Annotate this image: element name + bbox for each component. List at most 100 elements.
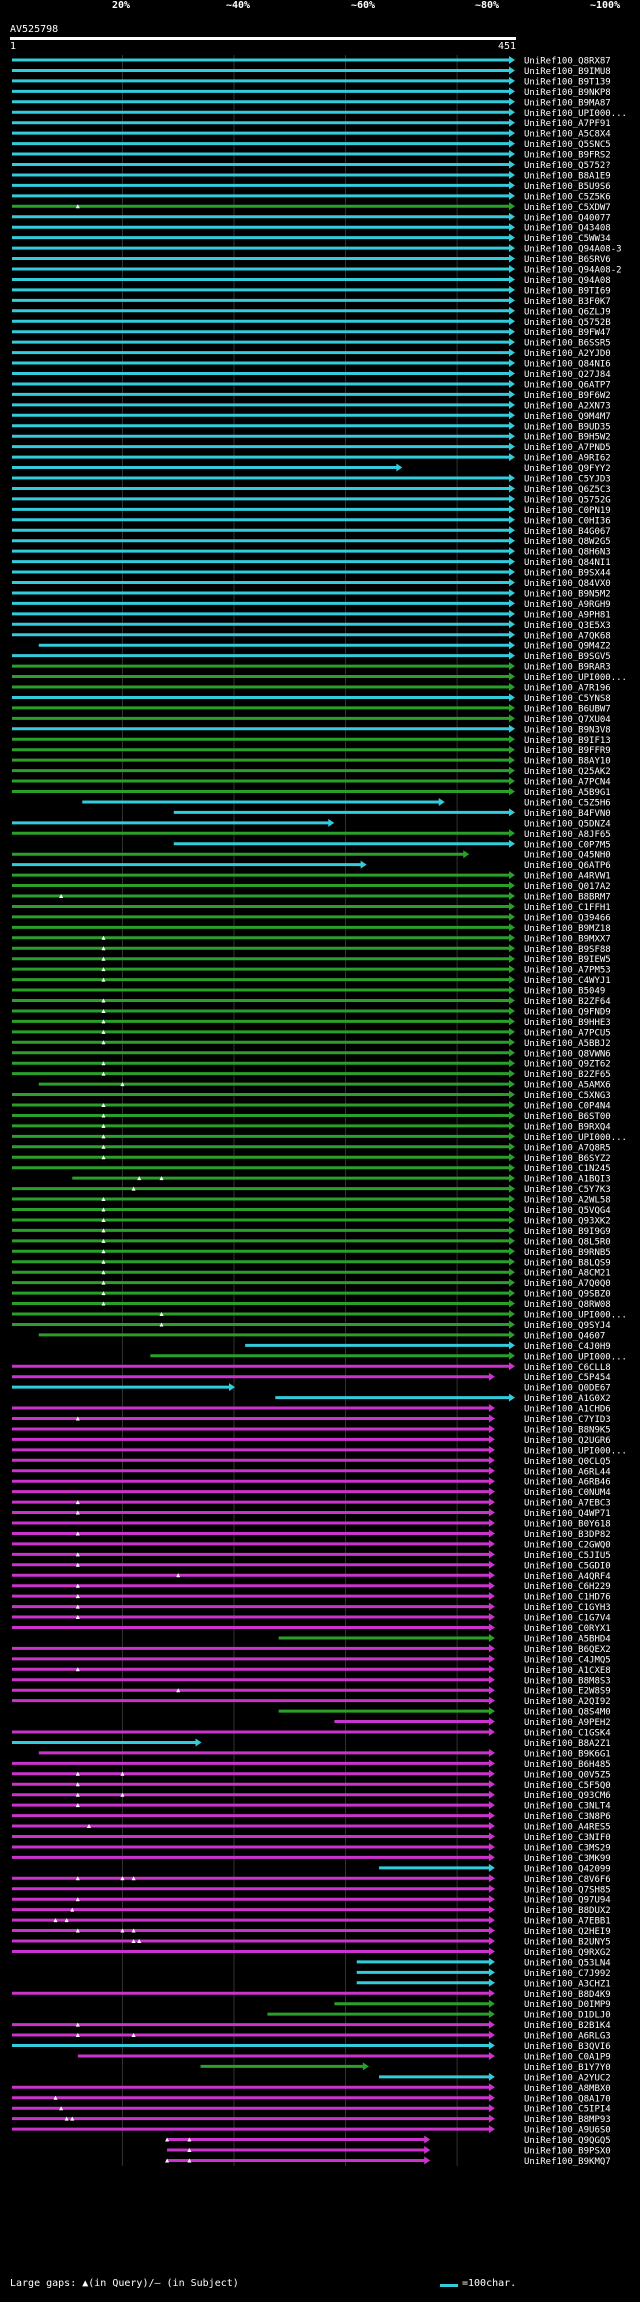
hit-label[interactable]: UniRef100_A2XN73 — [524, 401, 611, 411]
hit-label[interactable]: UniRef100_C7YID3 — [524, 1415, 611, 1425]
hit-label[interactable]: UniRef100_Q5DNZ4 — [524, 819, 611, 829]
hit-label[interactable]: UniRef100_C5F5Q0 — [524, 1781, 611, 1791]
hit-label[interactable]: UniRef100_A9U6S0 — [524, 2126, 611, 2136]
hit-label[interactable]: UniRef100_Q9ZT62 — [524, 1060, 611, 1070]
hit-label[interactable]: UniRef100_C8V6F6 — [524, 1875, 611, 1885]
hit-label[interactable]: UniRef100_Q53LN4 — [524, 1958, 611, 1968]
hit-label[interactable]: UniRef100_A9RGH9 — [524, 600, 611, 610]
hit-label[interactable]: UniRef100_Q9FND9 — [524, 1007, 611, 1017]
hit-label[interactable]: UniRef100_UPI000... — [524, 109, 627, 119]
hit-label[interactable]: UniRef100_B8AY10 — [524, 757, 611, 767]
hit-label[interactable]: UniRef100_Q8A170 — [524, 2094, 611, 2104]
hit-label[interactable]: UniRef100_Q94A08-2 — [524, 266, 622, 276]
hit-label[interactable]: UniRef100_Q7XU04 — [524, 715, 611, 725]
hit-label[interactable]: UniRef100_A6RB46 — [524, 1478, 611, 1488]
hit-label[interactable]: UniRef100_Q84NI6 — [524, 360, 611, 370]
hit-label[interactable]: UniRef100_B9N3V8 — [524, 725, 611, 735]
hit-label[interactable]: UniRef100_C3MK99 — [524, 1854, 611, 1864]
hit-label[interactable]: UniRef100_Q7SH85 — [524, 1885, 611, 1895]
hit-label[interactable]: UniRef100_B5U9S6 — [524, 182, 611, 192]
hit-label[interactable]: UniRef100_Q2HEI9 — [524, 1927, 611, 1937]
hit-label[interactable]: UniRef100_C0RYX1 — [524, 1624, 611, 1634]
hit-label[interactable]: UniRef100_A8CM21 — [524, 1269, 611, 1279]
hit-label[interactable]: UniRef100_A9PEH2 — [524, 1718, 611, 1728]
hit-label[interactable]: UniRef100_Q8RW08 — [524, 1300, 611, 1310]
hit-label[interactable]: UniRef100_Q3E5X3 — [524, 621, 611, 631]
hit-label[interactable]: UniRef100_C1HD76 — [524, 1593, 611, 1603]
hit-label[interactable]: UniRef100_B9K6G1 — [524, 1749, 611, 1759]
hit-label[interactable]: UniRef100_E2W8S9 — [524, 1687, 611, 1697]
hit-label[interactable]: UniRef100_B6H485 — [524, 1760, 611, 1770]
hit-label[interactable]: UniRef100_B9IMU8 — [524, 67, 611, 77]
hit-label[interactable]: UniRef100_Q5752G — [524, 495, 611, 505]
hit-label[interactable]: UniRef100_A7R196 — [524, 684, 611, 694]
hit-label[interactable]: UniRef100_Q27J84 — [524, 370, 611, 380]
hit-label[interactable]: UniRef100_Q9SBZ0 — [524, 1290, 611, 1300]
hit-label[interactable]: UniRef100_B2ZF64 — [524, 997, 611, 1007]
hit-label[interactable]: UniRef100_A4QRF4 — [524, 1572, 611, 1582]
hit-label[interactable]: UniRef100_B9F6W2 — [524, 391, 611, 401]
hit-label[interactable]: UniRef100_C0HI36 — [524, 516, 611, 526]
hit-label[interactable]: UniRef100_Q0DE67 — [524, 1384, 611, 1394]
hit-label[interactable]: UniRef100_Q4607 — [524, 1331, 605, 1341]
hit-label[interactable]: UniRef100_A3CHZ1 — [524, 1979, 611, 1989]
hit-label[interactable]: UniRef100_C5IPI4 — [524, 2105, 611, 2115]
hit-label[interactable]: UniRef100_B6ST00 — [524, 1112, 611, 1122]
hit-label[interactable]: UniRef100_Q6ATP6 — [524, 861, 611, 871]
hit-label[interactable]: UniRef100_Q40077 — [524, 213, 611, 223]
hit-label[interactable]: UniRef100_B9RXQ4 — [524, 1122, 611, 1132]
hit-label[interactable]: UniRef100_B5049 — [524, 987, 605, 997]
hit-label[interactable]: UniRef100_B9H5W2 — [524, 433, 611, 443]
hit-label[interactable]: UniRef100_Q94A08-3 — [524, 245, 622, 255]
hit-label[interactable]: UniRef100_B8N9K5 — [524, 1425, 611, 1435]
hit-label[interactable]: UniRef100_Q8VWN6 — [524, 1049, 611, 1059]
hit-label[interactable]: UniRef100_B8DUX2 — [524, 1906, 611, 1916]
hit-label[interactable]: UniRef100_A7PCN4 — [524, 778, 611, 788]
hit-label[interactable]: UniRef100_D1DLJ0 — [524, 2011, 611, 2021]
hit-label[interactable]: UniRef100_C0P7M5 — [524, 840, 611, 850]
hit-label[interactable]: UniRef100_UPI000... — [524, 1352, 627, 1362]
hit-label[interactable]: UniRef100_Q93XK2 — [524, 1216, 611, 1226]
hit-label[interactable]: UniRef100_Q9FYY2 — [524, 464, 611, 474]
hit-label[interactable]: UniRef100_B9KMQ7 — [524, 2157, 611, 2167]
hit-label[interactable]: UniRef100_B9SX44 — [524, 569, 611, 579]
hit-label[interactable]: UniRef100_Q6ZLJ9 — [524, 307, 611, 317]
hit-label[interactable]: UniRef100_A5AMX6 — [524, 1081, 611, 1091]
hit-label[interactable]: UniRef100_Q93CM6 — [524, 1791, 611, 1801]
hit-label[interactable]: UniRef100_A1BQI3 — [524, 1175, 611, 1185]
hit-label[interactable]: UniRef100_D0IMP9 — [524, 2000, 611, 2010]
hit-label[interactable]: UniRef100_C3N8P6 — [524, 1812, 611, 1822]
hit-label[interactable]: UniRef100_UPI000... — [524, 1311, 627, 1321]
hit-label[interactable]: UniRef100_A7EBC3 — [524, 1499, 611, 1509]
hit-label[interactable]: UniRef100_B2B1K4 — [524, 2021, 611, 2031]
hit-label[interactable]: UniRef100_C5WW34 — [524, 234, 611, 244]
hit-label[interactable]: UniRef100_Q017A2 — [524, 882, 611, 892]
hit-label[interactable]: UniRef100_C5Y7K3 — [524, 1185, 611, 1195]
hit-label[interactable]: UniRef100_A8MBX0 — [524, 2084, 611, 2094]
hit-label[interactable]: UniRef100_B6UBW7 — [524, 704, 611, 714]
hit-label[interactable]: UniRef100_UPI000... — [524, 673, 627, 683]
hit-label[interactable]: UniRef100_B9FFR9 — [524, 746, 611, 756]
hit-label[interactable]: UniRef100_Q0V5Z5 — [524, 1770, 611, 1780]
hit-label[interactable]: UniRef100_Q5752B — [524, 318, 611, 328]
hit-label[interactable]: UniRef100_A7PM53 — [524, 966, 611, 976]
hit-label[interactable]: UniRef100_B9FRS2 — [524, 151, 611, 161]
hit-label[interactable]: UniRef100_C2GWQ0 — [524, 1540, 611, 1550]
hit-label[interactable]: UniRef100_A2YUC2 — [524, 2073, 611, 2083]
hit-label[interactable]: UniRef100_A5BBJ2 — [524, 1039, 611, 1049]
hit-label[interactable]: UniRef100_B2UNY5 — [524, 1938, 611, 1948]
hit-label[interactable]: UniRef100_A8JF65 — [524, 830, 611, 840]
hit-label[interactable]: UniRef100_C4JMQ5 — [524, 1655, 611, 1665]
hit-label[interactable]: UniRef100_Q5VQG4 — [524, 1206, 611, 1216]
hit-label[interactable]: UniRef100_Q8L5R0 — [524, 1237, 611, 1247]
hit-label[interactable]: UniRef100_B8BRM7 — [524, 893, 611, 903]
hit-label[interactable]: UniRef100_B9RAR3 — [524, 663, 611, 673]
hit-label[interactable]: UniRef100_C5Z5K6 — [524, 192, 611, 202]
hit-label[interactable]: UniRef100_Q84NI1 — [524, 558, 611, 568]
hit-label[interactable]: UniRef100_B4G067 — [524, 527, 611, 537]
hit-label[interactable]: UniRef100_C5XNG3 — [524, 1091, 611, 1101]
hit-label[interactable]: UniRef100_Q4WP71 — [524, 1509, 611, 1519]
hit-label[interactable]: UniRef100_C4J0H9 — [524, 1342, 611, 1352]
hit-label[interactable]: UniRef100_Q39466 — [524, 913, 611, 923]
hit-label[interactable]: UniRef100_UPI000... — [524, 1446, 627, 1456]
